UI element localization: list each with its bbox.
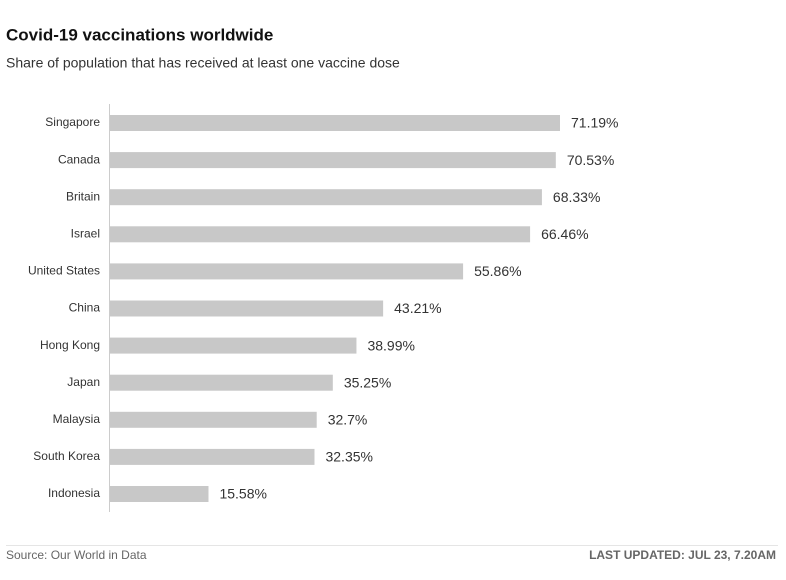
data-label: 68.33% — [553, 189, 600, 205]
category-label: Canada — [58, 152, 100, 166]
category-label: Japan — [67, 375, 100, 389]
category-label: Singapore — [45, 115, 100, 129]
category-label: Hong Kong — [40, 338, 100, 352]
bar — [110, 226, 531, 243]
category-label: China — [69, 301, 101, 315]
data-label: 70.53% — [567, 152, 614, 168]
category-label: Britain — [66, 189, 100, 203]
category-label: Malaysia — [53, 412, 101, 426]
category-label: South Korea — [33, 449, 100, 463]
bar — [110, 300, 384, 317]
bar — [110, 374, 333, 391]
last-updated: LAST UPDATED: JUL 23, 7.20AM — [589, 548, 776, 562]
chart-subtitle: Share of population that has received at… — [6, 55, 400, 71]
bar — [110, 189, 542, 206]
data-label: 38.99% — [367, 337, 414, 353]
data-label: 32.7% — [328, 412, 368, 428]
bar — [110, 337, 357, 354]
data-label: 32.35% — [325, 449, 372, 465]
data-label: 35.25% — [344, 374, 391, 390]
bar — [110, 486, 209, 502]
bar — [110, 263, 464, 280]
bar — [110, 115, 560, 131]
data-label: 15.58% — [219, 486, 266, 502]
bar — [110, 411, 317, 428]
bar — [110, 152, 556, 169]
data-label: 55.86% — [474, 263, 521, 279]
data-label: 43.21% — [394, 300, 441, 316]
bar — [110, 448, 315, 465]
category-label: United States — [28, 264, 100, 278]
data-label: 71.19% — [571, 115, 618, 131]
category-label: Israel — [71, 226, 100, 240]
chart-title: Covid-19 vaccinations worldwide — [6, 25, 273, 44]
category-label: Indonesia — [48, 486, 100, 500]
source: Source: Our World in Data — [6, 548, 147, 562]
data-label: 66.46% — [541, 226, 588, 242]
